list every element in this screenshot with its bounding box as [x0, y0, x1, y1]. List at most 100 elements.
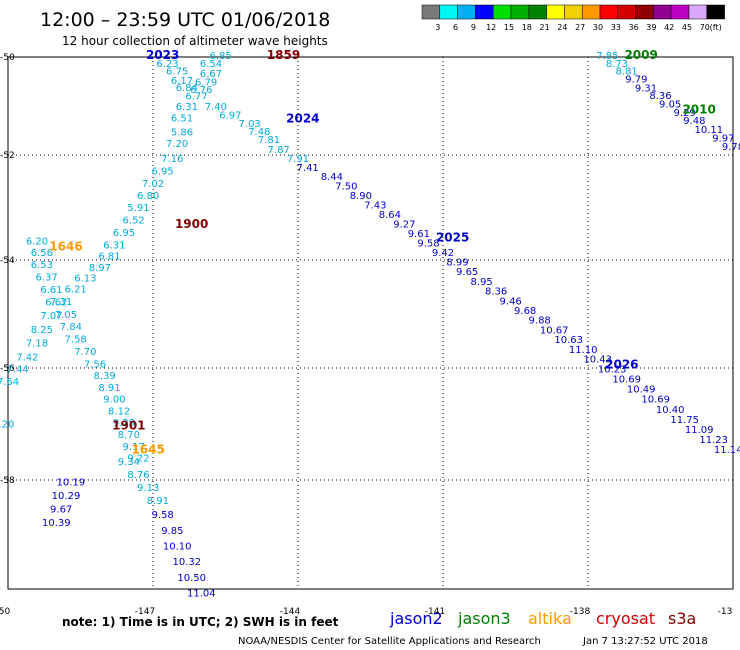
- colorbar-swatch: [546, 4, 565, 20]
- swh-value: 5.91: [127, 203, 149, 214]
- satellite-legend: jason2 jason3 altika cryosat s3a: [389, 609, 696, 628]
- colorbar: 3 6 9 12 15 18 21 24 27 30 33 36 39 42 45 70 (ft): [421, 4, 725, 32]
- swh-value: 8.76: [127, 470, 149, 481]
- pass-labels: 2023 1859 2024 1900 1646 2025 1901 1645 2026 2009…: [49, 48, 716, 457]
- swh-value: 7.81: [258, 135, 280, 146]
- swh-value: 9.65: [456, 267, 478, 278]
- x-tick-label: -13: [718, 607, 733, 617]
- swh-value: 6.62: [45, 297, 67, 308]
- swh-value: 9.78: [722, 142, 740, 153]
- swh-value: 6.95: [113, 228, 135, 239]
- swh-value: 7.50: [335, 182, 357, 193]
- colorbar-swatch: [653, 4, 672, 20]
- swh-value: 8.12: [108, 406, 130, 417]
- swh-value: 9.58: [152, 510, 174, 521]
- pass-label: 2009: [624, 48, 657, 62]
- colorbar-swatch: [581, 4, 601, 20]
- swh-value: 9.17: [123, 442, 145, 453]
- swh-value: 9.29: [674, 108, 696, 119]
- colorbar-swatch: [492, 4, 512, 20]
- pass-label: 2025: [436, 231, 469, 245]
- swh-value: 9.46: [500, 296, 522, 307]
- swh-value: 6.54: [200, 59, 222, 70]
- swh-value: 10.10: [163, 541, 192, 552]
- colorbar-label: 15: [504, 23, 514, 32]
- swh-value: 8.39: [94, 371, 116, 382]
- swh-value: 7.56: [84, 359, 106, 370]
- swh-value: 10.69: [612, 375, 641, 386]
- swh-value: 11.14: [714, 445, 740, 456]
- swh-value: 8.73: [606, 59, 628, 70]
- swh-value: 6.23: [156, 59, 178, 70]
- swh-value: 9.68: [514, 306, 536, 317]
- swh-value: 10.19: [57, 478, 86, 489]
- legend-entry: cryosat: [596, 609, 655, 628]
- pass-label: 2010: [682, 102, 715, 116]
- y-tick-label: -58: [0, 476, 15, 486]
- colorbar-label: 21: [540, 23, 550, 32]
- credit-text: NOAA/NESDIS Center for Satellite Applica…: [238, 636, 541, 647]
- swh-value: 10.39: [42, 518, 71, 529]
- swh-value: 8.36: [485, 287, 507, 298]
- x-tick-label: -150: [0, 607, 10, 617]
- swh-value: 7.42: [16, 352, 38, 363]
- swh-value: 7.85: [596, 51, 618, 62]
- pass-label: 1859: [267, 48, 300, 62]
- swh-value: 9.29: [113, 418, 135, 429]
- swh-value: 10.67: [540, 325, 569, 336]
- colorbar-swatch: [475, 4, 494, 20]
- swh-value: 6.67: [200, 69, 222, 80]
- swh-value: 8.81: [616, 67, 638, 78]
- swh-value: 6.37: [36, 273, 58, 284]
- swh-value: 8.91: [147, 496, 169, 507]
- swh-value: 10.40: [656, 405, 685, 416]
- swh-value: 6.52: [123, 215, 145, 226]
- swh-value: 9.85: [161, 526, 183, 537]
- y-tick-label: -52: [0, 151, 15, 161]
- swh-value: 7.05: [55, 310, 77, 321]
- swh-value: 7.02: [142, 179, 164, 190]
- x-tick-label: -141: [425, 607, 445, 617]
- legend-entry: altika: [528, 609, 572, 628]
- swh-value: 10.43: [583, 355, 612, 366]
- swh-value: 7.91: [287, 154, 309, 165]
- legend-entry: s3a: [668, 609, 696, 628]
- swh-value: 7.44: [7, 364, 29, 375]
- swh-value: 7.03: [239, 119, 261, 130]
- wave-height-points: 6.856.546.676.796.76 7.406.977.037.487.81…: [0, 51, 740, 600]
- pass-label: 1901: [112, 419, 145, 433]
- swh-value: 9.48: [683, 116, 705, 127]
- colorbar-swatch: [528, 4, 547, 20]
- swh-value: 6.51: [171, 114, 193, 125]
- x-tick-label: -144: [280, 607, 301, 617]
- swh-value: 7.43: [364, 201, 386, 212]
- swh-value: 6.31: [103, 240, 125, 251]
- colorbar-label: 70: [700, 23, 710, 32]
- swh-value: 6.13: [74, 274, 96, 285]
- swh-value: 11.23: [699, 435, 728, 446]
- swh-value: 8.99: [446, 257, 468, 268]
- colorbar-label: 12: [486, 23, 496, 32]
- swh-value: 9.31: [635, 83, 657, 94]
- colorbar-swatch: [635, 4, 654, 20]
- pass-label: 2024: [286, 112, 319, 126]
- swh-value: 8.97: [89, 263, 111, 274]
- colorbar-label: 18: [522, 23, 532, 32]
- colorbar-swatch: [457, 4, 476, 20]
- x-tick-label: -138: [570, 607, 591, 617]
- swh-value: 9.42: [432, 248, 454, 259]
- swh-value: 7.48: [248, 127, 270, 138]
- swh-value: 6.95: [152, 166, 174, 177]
- axis-tick-labels: -150 -147 -144 -141 -138 -13 -50 -52 -54 -56 -58: [0, 53, 732, 617]
- swh-value: 5.86: [171, 127, 193, 138]
- swh-value: 6.75: [166, 67, 188, 78]
- colorbar-swatch: [439, 4, 458, 20]
- pass-label: 1646: [49, 240, 82, 254]
- colorbar-label: 30: [593, 23, 603, 32]
- swh-value: 9.79: [625, 74, 647, 85]
- pass-label: 2026: [605, 358, 638, 372]
- swh-value: 6.53: [31, 260, 53, 271]
- swh-value: 7.31: [50, 297, 72, 308]
- swh-value: 10.50: [177, 573, 206, 584]
